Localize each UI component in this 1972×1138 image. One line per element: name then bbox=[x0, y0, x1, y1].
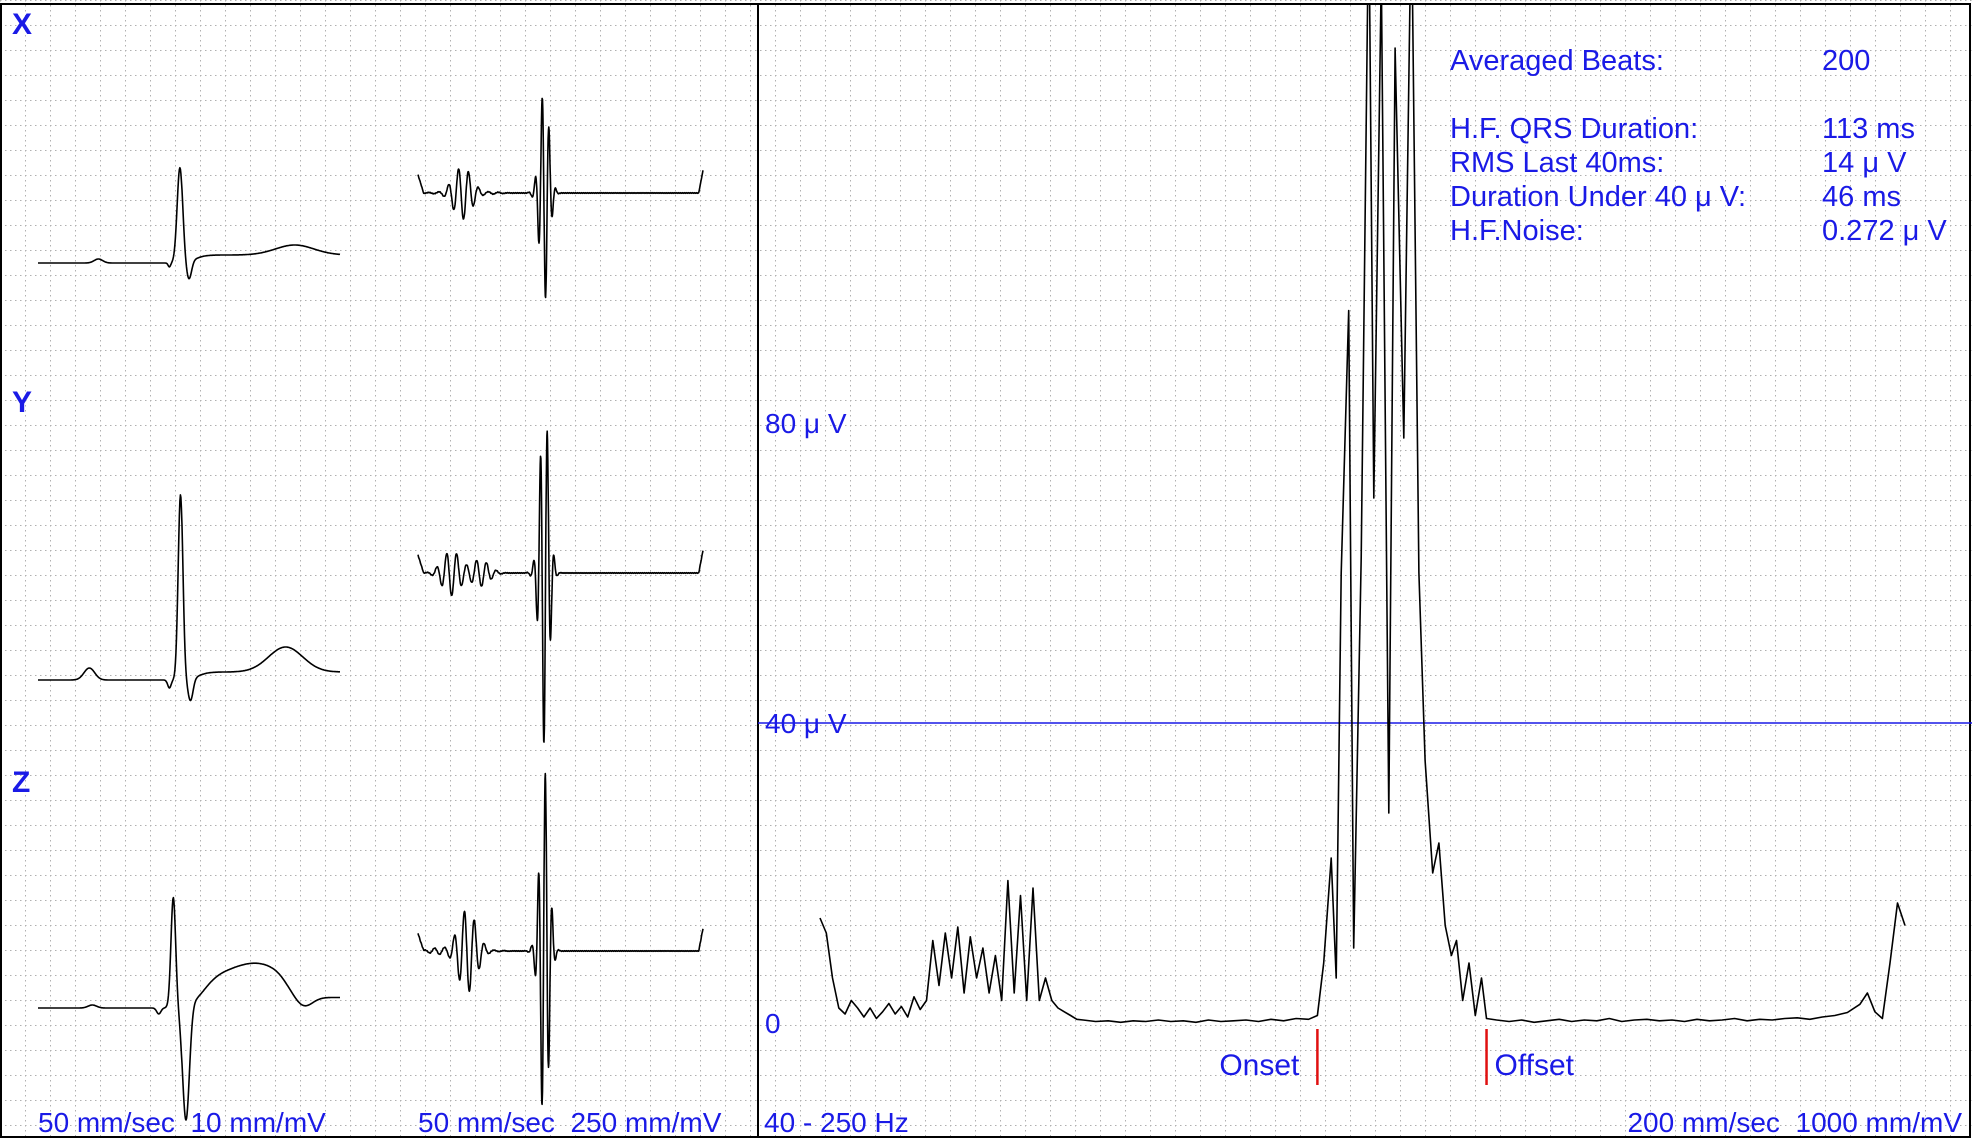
filtered-lead-y-trace bbox=[417, 430, 704, 743]
stat-value-rms-last-40ms: 14 μ V bbox=[1822, 147, 1907, 179]
footer-raw-scale: 50 mm/sec 10 mm/mV bbox=[38, 1107, 326, 1138]
onset-label: Onset bbox=[1219, 1049, 1300, 1082]
offset-label: Offset bbox=[1495, 1049, 1575, 1082]
lead-label-y: Y bbox=[12, 386, 32, 419]
filtered-lead-x-trace bbox=[417, 97, 704, 299]
footer-filter-band: 40 - 250 Hz bbox=[764, 1107, 909, 1138]
vector-magnitude-trace bbox=[819, 4, 1906, 1024]
stat-label-averaged-beats: Averaged Beats: bbox=[1450, 45, 1664, 77]
outer-frame bbox=[0, 3, 1971, 1138]
stat-value-duration-under-40uv: 46 ms bbox=[1822, 181, 1901, 213]
stat-value-qrs-duration: 113 ms bbox=[1822, 113, 1915, 145]
footer-vm-scale: 200 mm/sec 1000 mm/mV bbox=[1627, 1107, 1962, 1138]
stat-label-rms-last-40ms: RMS Last 40ms: bbox=[1450, 147, 1664, 179]
y-tick-label-80: 80 μ V bbox=[765, 408, 847, 439]
raw-lead-y-trace bbox=[37, 494, 341, 702]
lead-label-z: Z bbox=[12, 766, 30, 799]
raw-lead-x-trace bbox=[37, 166, 341, 280]
stat-label-qrs-duration: H.F. QRS Duration: bbox=[1450, 113, 1698, 145]
y-tick-label-0: 0 bbox=[765, 1008, 781, 1039]
y-tick-label-40: 40 μ V bbox=[765, 708, 847, 739]
raw-lead-z-trace bbox=[37, 896, 341, 1121]
filtered-lead-z-trace bbox=[417, 772, 704, 1106]
stat-label-hf-noise: H.F.Noise: bbox=[1450, 215, 1584, 247]
stat-label-duration-under-40uv: Duration Under 40 μ V: bbox=[1450, 181, 1746, 213]
lead-label-x: X bbox=[12, 8, 32, 41]
stat-value-averaged-beats: 200 bbox=[1822, 45, 1870, 77]
footer-filtered-scale: 50 mm/sec 250 mm/mV bbox=[418, 1107, 722, 1138]
stat-value-hf-noise: 0.272 μ V bbox=[1822, 215, 1947, 247]
